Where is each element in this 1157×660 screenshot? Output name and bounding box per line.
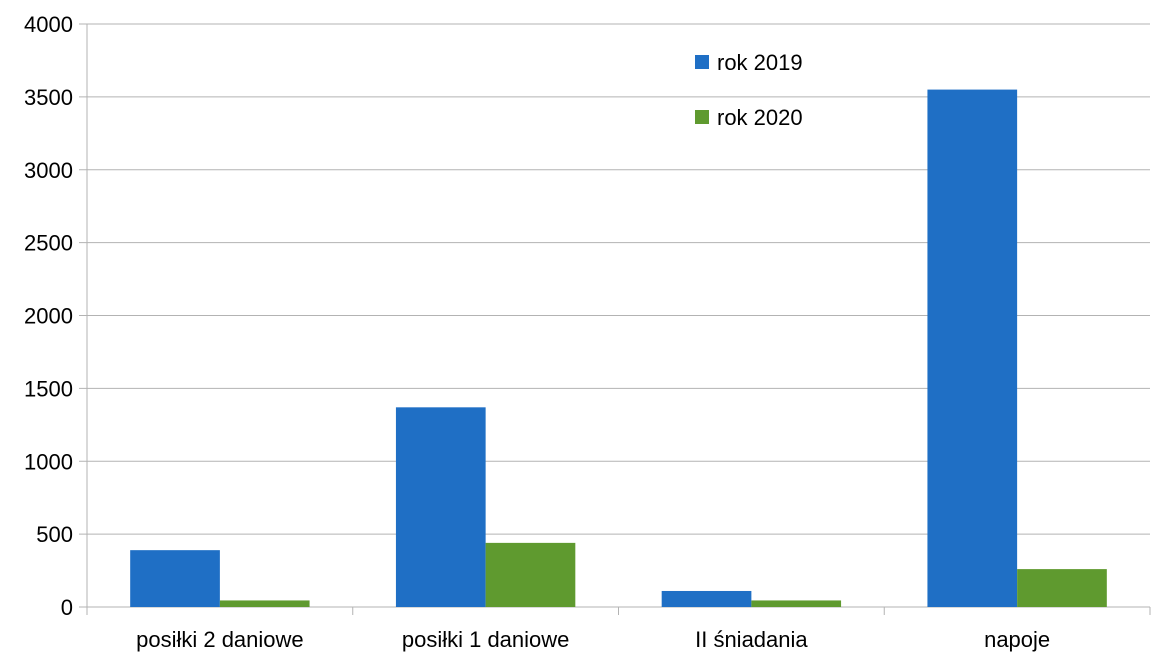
- y-tick-label: 3000: [24, 158, 73, 183]
- x-tick-labels: posiłki 2 daniowe posiłki 1 daniowe II śni…: [136, 627, 1050, 652]
- bar-rok-2019-0: [130, 550, 220, 607]
- bar-rok-2019-3: [927, 89, 1018, 607]
- x-tick-label: posiłki 1 daniowe: [402, 627, 570, 652]
- x-tick-label: posiłki 2 daniowe: [136, 627, 304, 652]
- y-tick-label: 3500: [24, 85, 73, 110]
- x-tick-label: II śniadania: [695, 627, 808, 652]
- y-tick-label: 2500: [24, 231, 73, 256]
- legend-label: rok 2019: [717, 50, 803, 75]
- x-tick-label: napoje: [984, 627, 1050, 652]
- y-tick-label: 500: [36, 522, 73, 547]
- y-tick-label: 1500: [24, 376, 73, 401]
- legend: rok 2019 rok 2020: [695, 50, 803, 130]
- bar-rok-2020-0: [219, 600, 310, 607]
- bar-rok-2019-2: [661, 590, 752, 607]
- y-tick-label: 0: [61, 595, 73, 620]
- bar-rok-2019-1: [395, 407, 486, 607]
- y-tick-label: 4000: [24, 12, 73, 37]
- y-tick-label: 1000: [24, 449, 73, 474]
- bar-rok-2020-3: [1017, 569, 1107, 607]
- bar-rok-2020-2: [751, 600, 842, 607]
- bar-rok-2020-1: [485, 542, 576, 607]
- y-tick-labels: 0 500 1000 1500 2000 2500 3000 3500 4000: [24, 12, 73, 620]
- legend-swatch: [695, 55, 709, 69]
- grid-lines: [87, 23, 1150, 608]
- y-tick-label: 2000: [24, 304, 73, 329]
- bars: [130, 89, 1107, 607]
- legend-label: rok 2020: [717, 105, 803, 130]
- legend-swatch: [695, 110, 709, 124]
